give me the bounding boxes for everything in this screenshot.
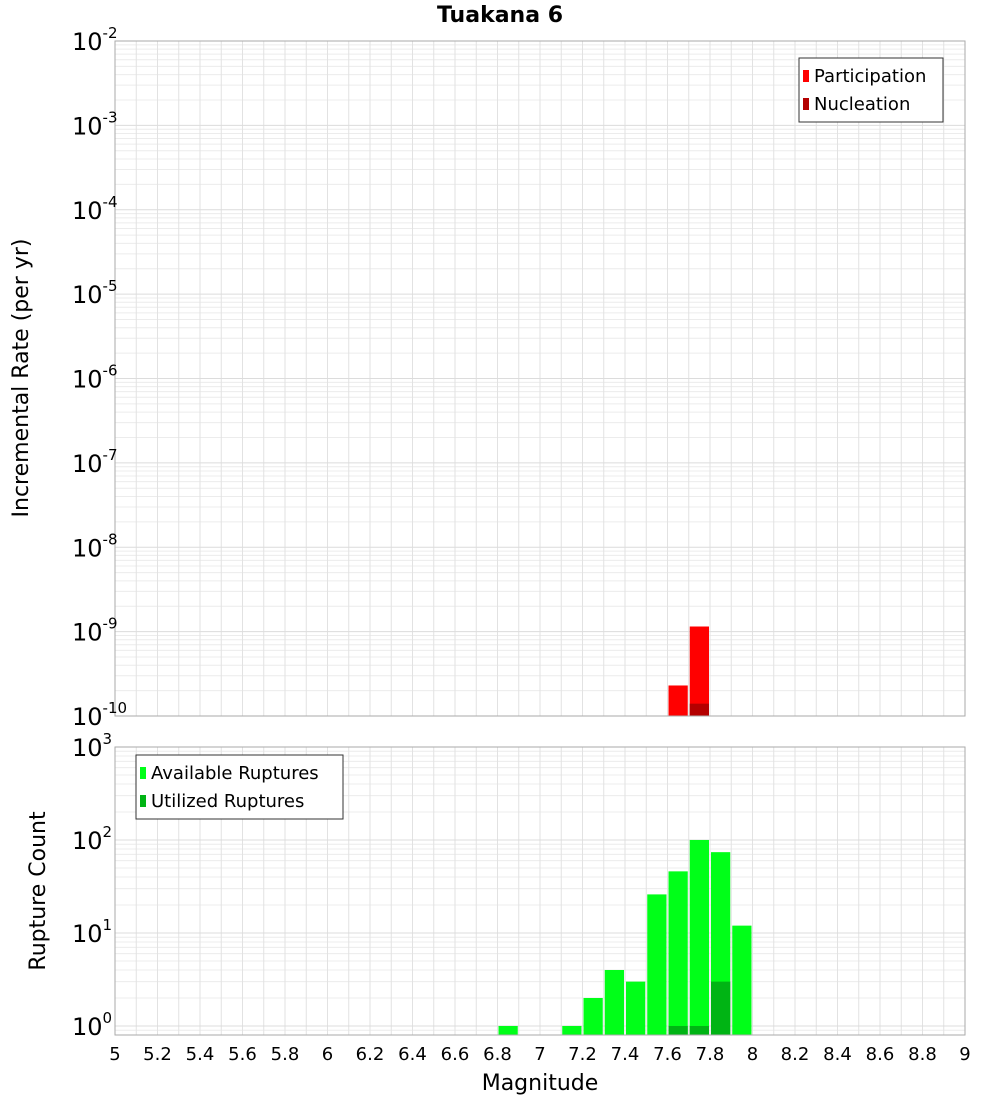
top-legend: Participation Nucleation (798, 57, 944, 123)
bottom-y-tick-label: 103 (72, 730, 112, 762)
bottom-series-1 (668, 981, 731, 1035)
bottom-legend-label: Utilized Ruptures (151, 791, 304, 812)
top-series-1 (689, 703, 709, 716)
top-major-grid (115, 124, 965, 633)
top-y-tick-label: 10-9 (72, 615, 118, 647)
top-y-tick-label: 10-10 (72, 699, 127, 731)
x-tick-label: 5.8 (271, 1044, 300, 1065)
bottom-bar (668, 871, 688, 1035)
top-plot-area: 10-10 10-9 10-8 10-7 10-6 10-5 10-4 10-3 10-2 (72, 24, 966, 731)
x-tick-label: 8.2 (781, 1044, 810, 1065)
bottom-series-0 (498, 839, 752, 1035)
bottom-bar (732, 925, 752, 1035)
top-y-tick-label: 10-8 (72, 530, 118, 562)
bottom-bar (711, 981, 731, 1035)
bottom-y-tick-label: 101 (72, 916, 112, 948)
x-tick-label: 6.8 (483, 1044, 512, 1065)
x-tick-label: 6 (322, 1044, 333, 1065)
x-tick-label: 5.2 (143, 1044, 172, 1065)
bottom-bar (583, 997, 603, 1035)
bottom-bar (604, 969, 624, 1035)
top-y-tick-label: 10-2 (72, 24, 118, 56)
x-tick-label: 8.6 (866, 1044, 895, 1065)
top-bar (668, 685, 688, 716)
x-tick-label: 7.2 (568, 1044, 597, 1065)
x-tick-label: 6.6 (441, 1044, 470, 1065)
x-tick-label: 8.8 (908, 1044, 937, 1065)
top-y-tick-label: 10-7 (72, 446, 118, 478)
bottom-legend-label: Available Ruptures (151, 763, 319, 784)
chart-title: Tuakana 6 (437, 3, 563, 28)
top-y-tick-label: 10-4 (72, 193, 118, 225)
bottom-legend-box (135, 754, 344, 820)
bottom-y-axis-label: Rupture Count (26, 811, 51, 971)
top-y-tick-label: 10-3 (72, 108, 118, 140)
top-y-axis-label: Incremental Rate (per yr) (9, 239, 34, 518)
top-legend-label: Participation (814, 66, 926, 87)
top-series-0 (668, 626, 709, 716)
x-axis-label: Magnitude (482, 1071, 599, 1096)
bottom-major-grid (115, 839, 965, 1027)
x-tick-label: 6.4 (398, 1044, 427, 1065)
top-y-tick-label: 10-6 (72, 362, 118, 394)
bottom-bar (647, 894, 667, 1035)
x-tick-label: 5.4 (186, 1044, 215, 1065)
bottom-bar (689, 1025, 709, 1035)
bottom-legend: Available Ruptures Utilized Ruptures (135, 754, 344, 820)
top-legend-box (798, 57, 944, 123)
bottom-legend-swatch (140, 767, 146, 779)
bottom-plot-border (114, 746, 966, 1036)
x-tick-labels: 5 5.2 5.4 5.6 5.8 6 6.2 6.4 6.6 6.8 7 7.2 7.4 7.6 7.8 8… (109, 1044, 970, 1065)
x-tick-label: 8 (747, 1044, 758, 1065)
bottom-bar (668, 1025, 688, 1035)
x-tick-label: 7 (534, 1044, 545, 1065)
x-tick-label: 7.4 (611, 1044, 640, 1065)
x-tick-label: 5 (109, 1044, 120, 1065)
top-bar (689, 703, 709, 716)
x-tick-label: 7.6 (653, 1044, 682, 1065)
top-legend-swatch (803, 98, 809, 110)
bottom-y-tick-label: 100 (72, 1009, 112, 1041)
top-y-tick-label: 10-5 (72, 277, 118, 309)
bottom-legend-swatch (140, 795, 146, 807)
x-tick-label: 7.8 (696, 1044, 725, 1065)
top-legend-swatch (803, 70, 809, 82)
top-plot-border (114, 40, 966, 717)
x-tick-label: 9 (959, 1044, 970, 1065)
bottom-bar (689, 839, 709, 1035)
x-tick-label: 6.2 (356, 1044, 385, 1065)
x-tick-label: 5.6 (228, 1044, 257, 1065)
bottom-y-tick-label: 102 (72, 823, 112, 855)
top-bar (689, 626, 709, 716)
bottom-bar (562, 1025, 582, 1035)
top-legend-label: Nucleation (814, 94, 910, 115)
bottom-bar (498, 1025, 518, 1035)
bottom-bar (626, 981, 646, 1035)
x-tick-label: 8.4 (823, 1044, 852, 1065)
